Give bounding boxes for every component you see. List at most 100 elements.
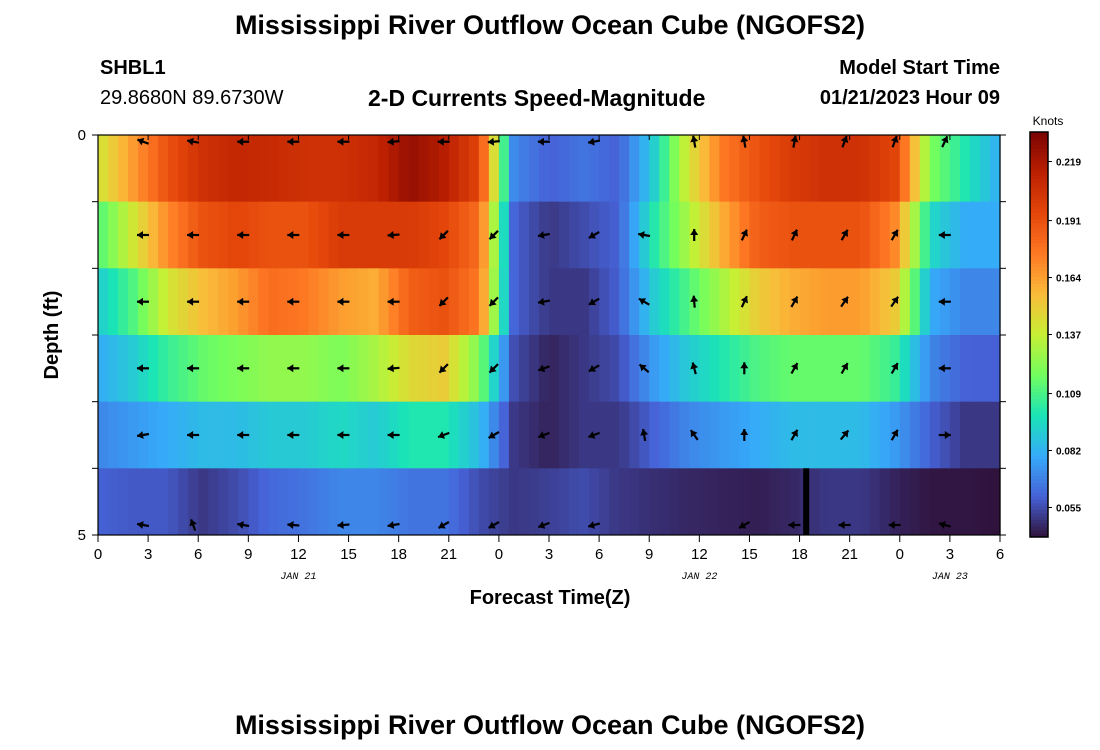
heatmap-cell xyxy=(478,335,490,403)
heatmap-cell xyxy=(418,401,430,469)
heatmap-cell xyxy=(418,201,430,269)
heatmap-cell xyxy=(849,135,861,203)
current-arrow xyxy=(938,521,951,529)
heatmap-cell xyxy=(659,201,670,269)
heatmap-cell xyxy=(859,401,871,469)
colorbar-tick-label: 0.137 xyxy=(1056,331,1081,342)
current-arrow xyxy=(690,362,699,375)
heatmap-cell xyxy=(829,468,841,536)
heatmap-cell xyxy=(599,468,610,536)
heatmap-cell xyxy=(729,468,741,536)
colorbar-segment xyxy=(1030,385,1048,390)
current-arrow-head xyxy=(387,521,395,529)
current-arrow-head xyxy=(137,364,143,373)
current-arrow-head xyxy=(237,521,244,529)
heatmap-cell xyxy=(248,135,259,203)
heatmap-cell xyxy=(579,468,590,536)
colorbar-segment xyxy=(1030,169,1048,174)
current-arrow xyxy=(488,431,500,439)
heatmap-cell xyxy=(659,135,670,203)
current-arrow xyxy=(438,230,449,240)
heatmap-cell xyxy=(699,135,710,203)
current-arrow-head xyxy=(337,431,344,439)
current-arrow xyxy=(938,431,951,439)
colorbar-segment xyxy=(1030,280,1048,285)
heatmap-cell xyxy=(158,135,169,203)
heatmap-cell xyxy=(228,401,239,469)
heatmap-cell xyxy=(729,268,741,336)
heatmap-cell xyxy=(408,335,420,403)
current-arrow xyxy=(337,431,350,439)
colorbar-segment xyxy=(1030,159,1048,163)
colorbar-segment xyxy=(1030,435,1048,440)
x-tick-label: 6 xyxy=(996,546,1004,563)
heatmap-cell xyxy=(348,135,360,203)
current-arrow xyxy=(137,364,149,373)
heatmap-cell xyxy=(408,201,420,269)
heatmap-cell xyxy=(148,335,159,403)
colorbar-segment xyxy=(1030,310,1048,315)
heatmap-cell xyxy=(408,401,420,469)
heatmap-cell xyxy=(458,468,470,536)
heatmap-cell xyxy=(108,135,119,203)
heatmap-cell xyxy=(739,468,751,536)
heatmap-cell xyxy=(398,401,410,469)
heatmap-cell xyxy=(709,335,720,403)
current-arrow xyxy=(640,428,649,442)
heatmap-cell xyxy=(468,468,480,536)
heatmap-cell xyxy=(408,468,420,536)
colorbar-segment xyxy=(1030,132,1048,136)
heatmap-cell xyxy=(368,401,380,469)
colorbar-segment xyxy=(1030,250,1048,255)
current-arrow-head xyxy=(791,429,798,437)
heatmap-cell xyxy=(969,468,981,536)
heatmap-cell xyxy=(549,468,560,536)
heatmap-cell xyxy=(959,401,971,469)
heatmap-cell xyxy=(669,468,680,536)
current-arrow xyxy=(689,429,699,441)
x-tick-label: 9 xyxy=(645,546,653,563)
colorbar-segment xyxy=(1030,206,1048,211)
current-arrow-head xyxy=(838,521,845,529)
heatmap-cell xyxy=(338,135,350,203)
heatmap-cell xyxy=(879,468,891,536)
heatmap-cell xyxy=(228,268,239,336)
heatmap-cell xyxy=(569,335,580,403)
colorbar-segment xyxy=(1030,412,1048,417)
heatmap-cell xyxy=(619,201,630,269)
heatmap-cell xyxy=(278,401,290,469)
heatmap-cell xyxy=(178,201,189,269)
current-arrow-head xyxy=(489,298,497,306)
current-arrow xyxy=(588,297,600,306)
heatmap-cell xyxy=(879,335,891,403)
current-arrow xyxy=(187,297,200,306)
colorbar: 0.219 0.191 0.164 0.137 0.109 0.082 0.055 xyxy=(1029,131,1081,538)
current-arrow-head xyxy=(588,137,595,146)
x-tick-label: 18 xyxy=(390,546,407,563)
heatmap-cell xyxy=(518,468,530,536)
heatmap-cell xyxy=(759,201,771,269)
heatmap-cell xyxy=(859,468,871,536)
x-tick-label: 0 xyxy=(896,546,904,563)
heatmap-cell xyxy=(538,135,550,203)
colorbar-segment xyxy=(1030,344,1048,349)
heatmap-cell xyxy=(148,268,159,336)
current-arrow xyxy=(488,363,499,374)
x-tick-label: 15 xyxy=(340,546,357,563)
current-arrow xyxy=(890,135,899,148)
current-arrow xyxy=(387,364,400,373)
heatmap-cell xyxy=(398,268,410,336)
colorbar-segment xyxy=(1030,148,1048,153)
heatmap-cell xyxy=(498,201,510,269)
heatmap-cell xyxy=(609,135,620,203)
current-arrow xyxy=(537,297,550,306)
heatmap-cell xyxy=(308,401,320,469)
heatmap-cell xyxy=(609,468,620,536)
heatmap-cell xyxy=(498,468,510,536)
current-arrow-head xyxy=(788,521,795,529)
colorbar-segment xyxy=(1030,202,1048,207)
heatmap-cell xyxy=(629,335,640,403)
current-arrow xyxy=(941,135,949,148)
heatmap-cell xyxy=(258,468,269,536)
heatmap-cell xyxy=(198,268,209,336)
